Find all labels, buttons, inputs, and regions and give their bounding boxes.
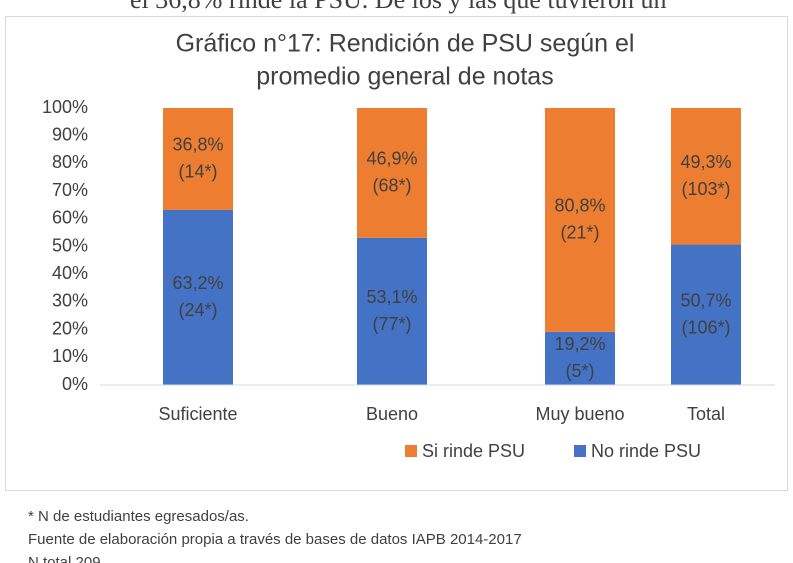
count-label: (14*) xyxy=(178,162,217,182)
bar-segment xyxy=(357,237,427,385)
legend-swatch xyxy=(574,445,586,457)
y-tick-label: 30% xyxy=(52,291,88,311)
y-tick-label: 70% xyxy=(52,180,88,200)
value-label: 19,2% xyxy=(554,334,605,354)
y-tick-label: 80% xyxy=(52,152,88,172)
note: * N de estudiantes egresados/as. xyxy=(28,508,249,525)
chart-title: promedio general de notas xyxy=(256,63,553,91)
count-label: (106*) xyxy=(681,318,730,338)
y-tick-label: 60% xyxy=(52,208,88,228)
value-label: 46,9% xyxy=(366,149,417,169)
header-text: el 36,8% rinde la PSU. De los y las que … xyxy=(130,0,667,14)
count-label: (24*) xyxy=(178,300,217,320)
y-tick-label: 50% xyxy=(52,235,88,255)
x-tick-label: Muy bueno xyxy=(535,404,624,424)
bar-segment xyxy=(163,209,233,385)
x-tick-label: Total xyxy=(687,404,725,424)
y-tick-label: 20% xyxy=(52,318,88,338)
y-tick-label: 10% xyxy=(52,346,88,366)
count-label: (103*) xyxy=(681,179,730,199)
bar-segment xyxy=(545,331,615,385)
x-tick-label: Suficiente xyxy=(158,404,237,424)
bar-segment xyxy=(545,108,615,332)
legend-label: No rinde PSU xyxy=(591,441,701,461)
note: N total 209. xyxy=(28,554,105,563)
note: Fuente de elaboración propia a través de… xyxy=(28,531,522,548)
y-tick-label: 0% xyxy=(62,374,88,394)
bar-segment xyxy=(671,244,741,385)
value-label: 53,1% xyxy=(366,287,417,307)
bar-segment xyxy=(163,108,233,210)
bar-segment xyxy=(357,108,427,238)
count-label: (21*) xyxy=(560,223,599,243)
value-label: 36,8% xyxy=(172,135,223,155)
value-label: 50,7% xyxy=(680,291,731,311)
value-label: 80,8% xyxy=(554,196,605,216)
y-tick-label: 100% xyxy=(42,97,88,117)
value-label: 63,2% xyxy=(172,273,223,293)
value-label: 49,3% xyxy=(680,152,731,172)
count-label: (77*) xyxy=(372,314,411,334)
count-label: (68*) xyxy=(372,176,411,196)
x-tick-label: Bueno xyxy=(366,404,418,424)
y-tick-label: 40% xyxy=(52,263,88,283)
bar-segment xyxy=(671,108,741,245)
chart-title: Gráfico n°17: Rendición de PSU según el xyxy=(176,30,635,58)
legend-swatch xyxy=(405,445,417,457)
legend-label: Si rinde PSU xyxy=(422,441,525,461)
count-label: (5*) xyxy=(565,361,594,381)
y-tick-label: 90% xyxy=(52,124,88,144)
chart-border xyxy=(5,16,788,491)
